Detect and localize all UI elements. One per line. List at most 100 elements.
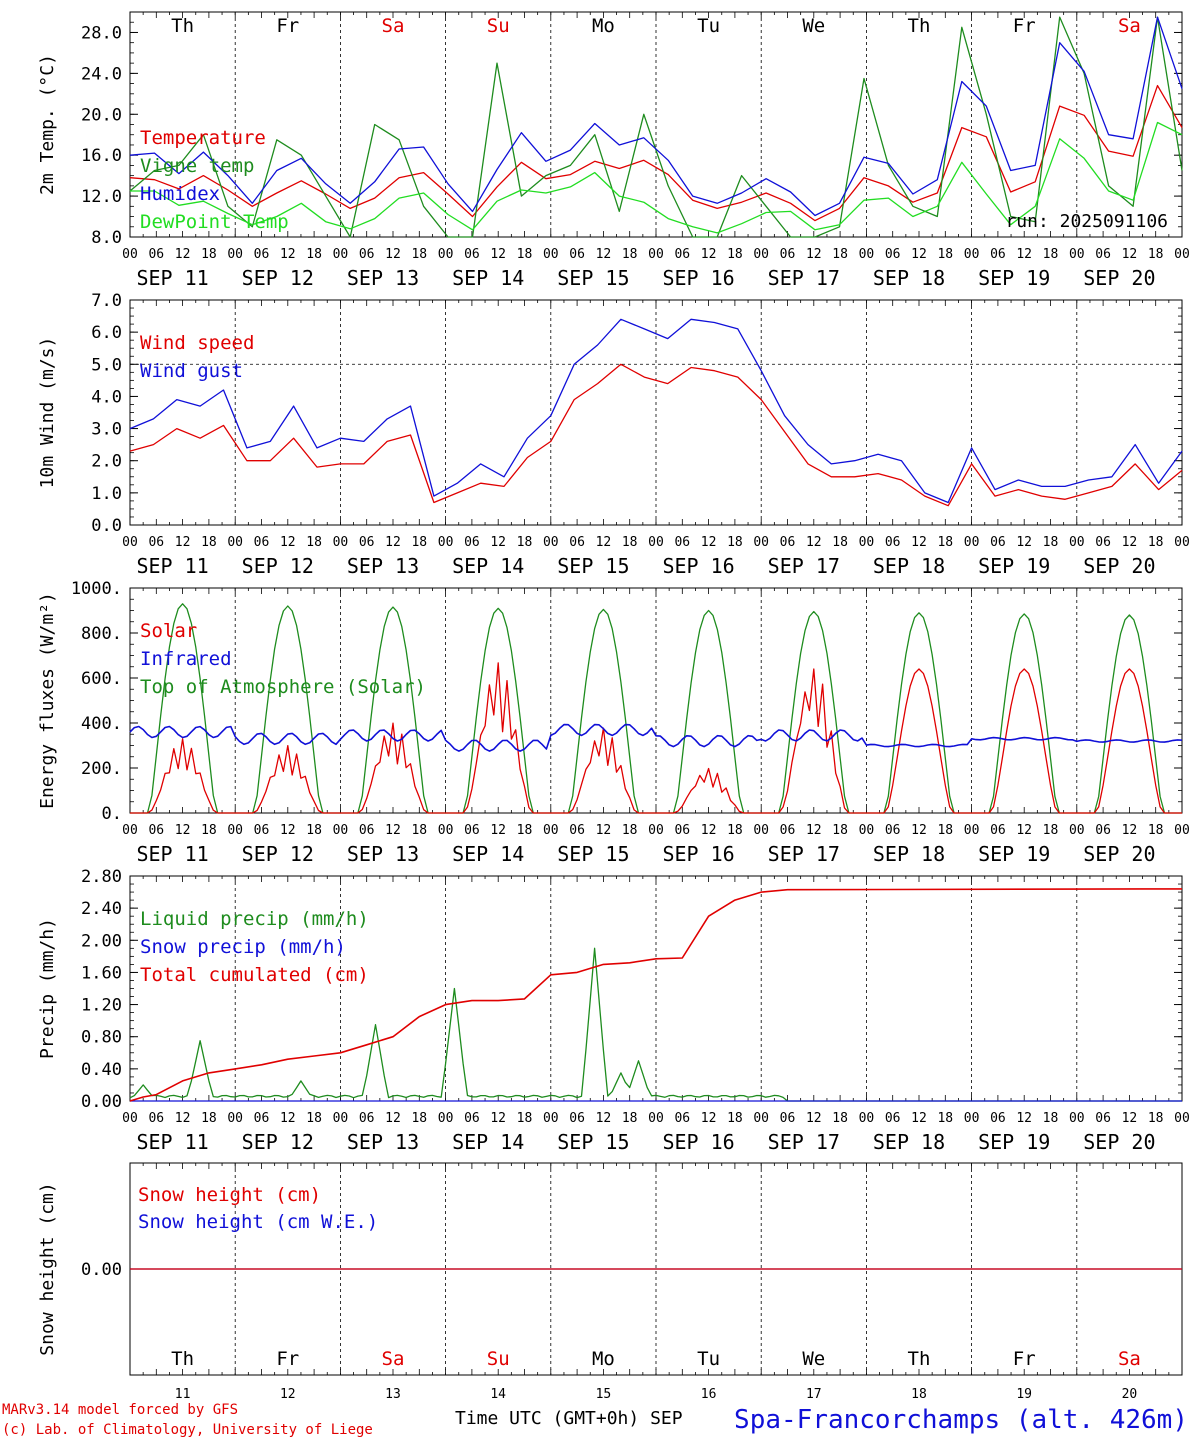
legend-entry: Temperature [140, 127, 266, 149]
hour-tick-label: 00 [227, 535, 243, 550]
hour-tick-label: 00 [543, 823, 559, 838]
day-number-label: 18 [911, 1387, 927, 1402]
legend-entry: Vigne temp [140, 155, 254, 177]
date-label: SEP 15 [557, 266, 629, 290]
hour-tick-label: 12 [596, 1111, 612, 1126]
day-name-label: Mo [592, 1348, 615, 1370]
hour-tick-label: 00 [1069, 1111, 1085, 1126]
hour-tick-label: 12 [385, 535, 401, 550]
hour-tick-label: 06 [254, 247, 270, 262]
hour-tick-label: 18 [727, 247, 743, 262]
legend-entry: Snow precip (mm/h) [140, 936, 346, 958]
hour-tick-label: 06 [1095, 1111, 1111, 1126]
date-label: SEP 14 [452, 266, 524, 290]
hour-tick-label: 12 [175, 823, 191, 838]
legend-entry: Solar [140, 620, 197, 642]
day-number-label: 15 [596, 1387, 612, 1402]
hour-tick-label: 00 [753, 823, 769, 838]
y-tick-label: 1.60 [81, 963, 122, 983]
y-tick-label: 1000. [71, 579, 122, 599]
hour-tick-label: 18 [1148, 535, 1164, 550]
hour-tick-label: 18 [517, 247, 533, 262]
hour-tick-label: 06 [780, 1111, 796, 1126]
legend-entry: Top of Atmosphere (Solar) [140, 676, 426, 698]
hour-tick-label: 00 [227, 823, 243, 838]
hour-tick-label: 00 [227, 247, 243, 262]
hour-tick-label: 06 [464, 823, 480, 838]
day-name-label: Su [487, 1348, 510, 1370]
hour-tick-label: 12 [385, 247, 401, 262]
date-label: SEP 13 [347, 1130, 419, 1154]
hour-tick-label: 12 [280, 823, 296, 838]
hour-tick-label: 12 [911, 1111, 927, 1126]
legend-entry: Wind gust [140, 360, 243, 382]
hour-tick-label: 12 [1122, 1111, 1138, 1126]
series-line [129, 84, 1183, 222]
hour-tick-label: 00 [753, 247, 769, 262]
legend-entry: Snow height (cm W.E.) [138, 1211, 378, 1233]
hour-tick-label: 00 [543, 535, 559, 550]
date-label: SEP 12 [242, 266, 314, 290]
date-label: SEP 11 [136, 842, 208, 866]
legend-entry: Total cumulated (cm) [140, 964, 369, 986]
run-label: run: 2025091106 [1005, 211, 1168, 232]
location-label: Spa-Francorchamps (alt. 426m) [734, 1405, 1188, 1435]
hour-tick-label: 00 [859, 247, 875, 262]
hour-tick-label: 18 [201, 1111, 217, 1126]
hour-tick-label: 18 [1148, 1111, 1164, 1126]
hour-tick-label: 18 [622, 247, 638, 262]
hour-tick-label: 00 [964, 247, 980, 262]
hour-tick-label: 12 [175, 1111, 191, 1126]
day-name-label: Sa [1118, 15, 1141, 37]
day-name-label: Sa [1118, 1348, 1141, 1370]
day-number-label: 20 [1122, 1387, 1138, 1402]
hour-tick-label: 00 [1069, 535, 1085, 550]
y-tick-label: 8.0 [91, 228, 122, 248]
hour-tick-label: 12 [175, 535, 191, 550]
hour-tick-label: 12 [385, 823, 401, 838]
legend-entry: Humidex [140, 183, 220, 205]
hour-tick-label: 06 [569, 247, 585, 262]
hour-tick-label: 12 [596, 823, 612, 838]
day-name-label: Th [171, 1348, 194, 1370]
hour-tick-label: 18 [622, 1111, 638, 1126]
y-tick-label: 16.0 [81, 146, 122, 166]
hour-tick-label: 18 [517, 1111, 533, 1126]
y-axis-title: 2m Temp. (°C) [37, 54, 58, 195]
day-number-label: 17 [806, 1387, 822, 1402]
date-label: SEP 20 [1083, 554, 1155, 578]
day-number-label: 12 [280, 1387, 296, 1402]
hour-tick-label: 06 [148, 823, 164, 838]
hour-tick-label: 18 [201, 535, 217, 550]
hour-tick-label: 18 [1043, 1111, 1059, 1126]
hour-tick-label: 00 [1174, 1111, 1190, 1126]
date-label: SEP 13 [347, 554, 419, 578]
day-name-label: Th [908, 15, 931, 37]
hour-tick-label: 06 [148, 1111, 164, 1126]
y-axis-title: Energy fluxes (W/m²) [37, 592, 58, 809]
hour-tick-label: 00 [438, 1111, 454, 1126]
plot-frame [129, 11, 1183, 238]
y-tick-label: 3.0 [91, 420, 122, 440]
day-name-label: Tu [697, 15, 720, 37]
hour-tick-label: 12 [1016, 823, 1032, 838]
hour-tick-label: 18 [411, 247, 427, 262]
legend-entry: Infrared [140, 648, 232, 670]
hour-tick-label: 06 [780, 823, 796, 838]
hour-tick-label: 18 [411, 535, 427, 550]
hour-tick-label: 06 [990, 1111, 1006, 1126]
date-label: SEP 15 [557, 554, 629, 578]
hour-tick-label: 00 [333, 1111, 349, 1126]
series-line-solar [130, 662, 1182, 814]
credit-line-2: (c) Lab. of Climatology, University of L… [2, 1422, 373, 1438]
date-label: SEP 17 [768, 842, 840, 866]
date-label: SEP 19 [978, 266, 1050, 290]
hour-tick-label: 12 [385, 1111, 401, 1126]
hour-tick-label: 12 [1016, 535, 1032, 550]
hour-tick-label: 00 [333, 535, 349, 550]
date-label: SEP 19 [978, 842, 1050, 866]
date-label: SEP 16 [662, 842, 734, 866]
y-tick-label: 0.80 [81, 1028, 122, 1048]
hour-tick-label: 06 [148, 535, 164, 550]
hour-tick-label: 00 [543, 1111, 559, 1126]
